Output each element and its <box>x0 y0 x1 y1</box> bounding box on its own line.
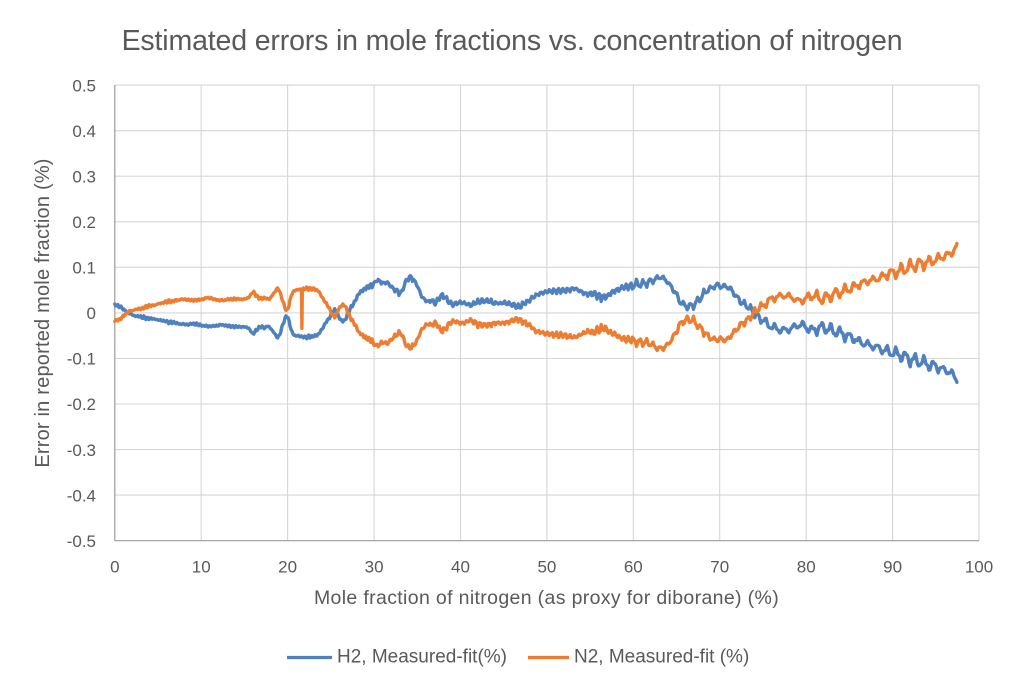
svg-text:-0.1: -0.1 <box>67 350 96 369</box>
svg-text:0.5: 0.5 <box>72 76 96 95</box>
svg-text:0.3: 0.3 <box>72 167 96 186</box>
svg-text:40: 40 <box>451 558 470 577</box>
svg-text:Mole fraction of nitrogen (as: Mole fraction of nitrogen (as proxy for … <box>314 587 779 609</box>
svg-text:-0.5: -0.5 <box>67 532 96 551</box>
svg-text:0: 0 <box>87 304 96 323</box>
svg-text:0.1: 0.1 <box>72 259 96 278</box>
svg-text:Estimated errors in mole fract: Estimated errors in mole fractions vs. c… <box>122 25 903 57</box>
svg-text:100: 100 <box>965 558 993 577</box>
svg-text:0.2: 0.2 <box>72 213 96 232</box>
svg-text:0.4: 0.4 <box>72 122 96 141</box>
svg-text:60: 60 <box>624 558 643 577</box>
svg-text:-0.3: -0.3 <box>67 441 96 460</box>
svg-text:10: 10 <box>192 558 211 577</box>
svg-text:80: 80 <box>797 558 816 577</box>
svg-text:0: 0 <box>110 558 119 577</box>
svg-text:70: 70 <box>710 558 729 577</box>
svg-text:Error in reported mole fractio: Error in reported mole fraction (%) <box>32 158 54 467</box>
svg-text:N2, Measured-fit (%): N2, Measured-fit (%) <box>574 647 749 668</box>
svg-text:20: 20 <box>278 558 297 577</box>
svg-text:H2, Measured-fit(%): H2, Measured-fit(%) <box>337 647 507 668</box>
svg-text:-0.2: -0.2 <box>67 395 96 414</box>
svg-text:50: 50 <box>537 558 556 577</box>
svg-text:-0.4: -0.4 <box>67 486 96 505</box>
svg-text:90: 90 <box>883 558 902 577</box>
svg-text:30: 30 <box>365 558 384 577</box>
